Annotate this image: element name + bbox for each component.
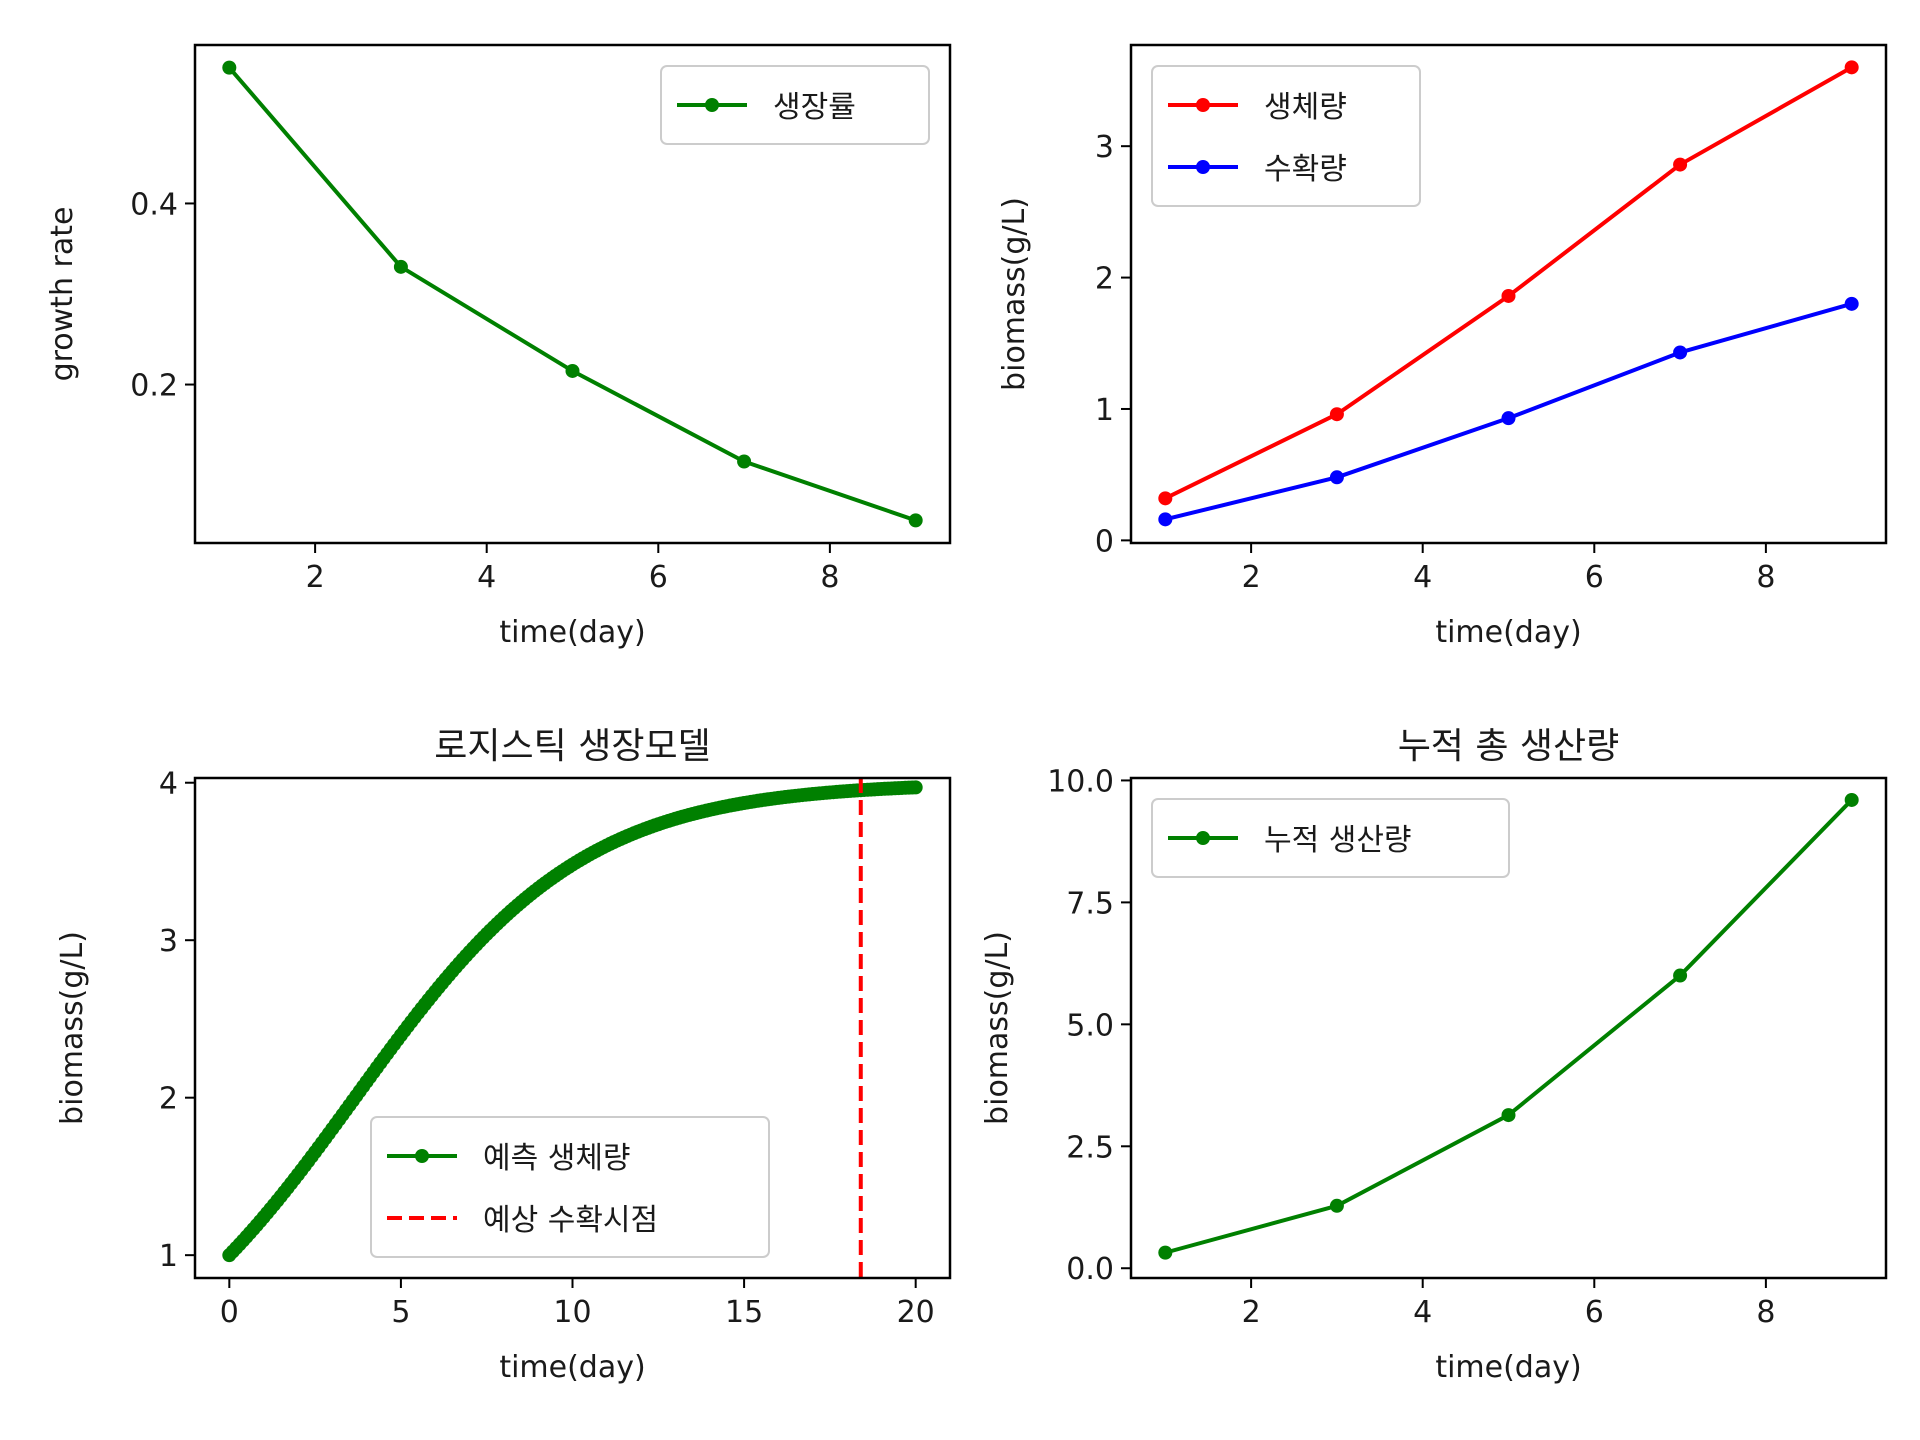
plot-area xyxy=(1158,60,1859,527)
data-point xyxy=(1329,407,1344,422)
data-point xyxy=(1501,288,1516,303)
x-tick-label: 15 xyxy=(725,1295,763,1330)
data-point xyxy=(222,60,237,75)
y-tick-label: 0.2 xyxy=(130,369,178,404)
x-tick-label: 2 xyxy=(1242,560,1261,595)
x-tick-label: 4 xyxy=(477,560,496,595)
y-tick-label: 0.0 xyxy=(1066,1252,1114,1287)
subplot-3: 로지스틱 생장모델 0 5 10 15 20 1 2 3 4 time(day) biomass(g/… xyxy=(55,726,952,1385)
chart-title: 누적 총 생산량 xyxy=(1398,726,1620,767)
data-point xyxy=(565,363,580,378)
x-axis-label: time(day) xyxy=(499,615,645,650)
x-tick-label: 8 xyxy=(1756,560,1775,595)
legend-label: 생장률 xyxy=(773,90,856,125)
data-point xyxy=(1329,1198,1344,1213)
x-tick-label: 6 xyxy=(649,560,668,595)
data-point xyxy=(1501,411,1516,426)
x-tick-label: 2 xyxy=(1242,1295,1261,1330)
y-tick-label: 2.5 xyxy=(1066,1130,1114,1165)
legend-box xyxy=(1151,798,1510,878)
y-tick-label: 0.4 xyxy=(130,187,178,222)
legend-marker xyxy=(1196,160,1210,174)
x-axis-label: time(day) xyxy=(1435,615,1581,650)
plot-area xyxy=(222,778,923,1278)
y-tick-label: 5.0 xyxy=(1066,1008,1114,1043)
plot-area xyxy=(222,60,923,528)
x-tick-label: 0 xyxy=(220,1295,239,1330)
y-tick-label: 2 xyxy=(159,1082,178,1117)
subplot-4: 누적 총 생산량 2 4 6 8 0.0 2.5 5.0 7.5 10.0 time(day) bio… xyxy=(980,726,1888,1385)
data-point xyxy=(1844,60,1859,75)
legend-label: 예측 생체량 xyxy=(483,1141,631,1176)
x-tick-label: 6 xyxy=(1585,1295,1604,1330)
axes-frame xyxy=(193,43,952,545)
x-tick-label: 5 xyxy=(391,1295,410,1330)
legend: 누적 생산량 xyxy=(1151,798,1510,878)
subplot-1: 2 4 6 8 0.2 0.4 time(day) growth rate 생장률 xyxy=(45,43,952,650)
axes-frame xyxy=(1129,43,1888,545)
x-tick-label: 20 xyxy=(897,1295,935,1330)
y-tick-label: 10.0 xyxy=(1047,764,1114,799)
y-tick-label: 2 xyxy=(1095,262,1114,297)
legend-marker xyxy=(1196,831,1210,845)
y-tick-label: 1 xyxy=(159,1239,178,1274)
data-point xyxy=(1158,512,1173,527)
data-point xyxy=(1158,491,1173,506)
legend-marker xyxy=(415,1149,429,1163)
y-tick-label: 1 xyxy=(1095,393,1114,428)
legend-box xyxy=(660,65,930,145)
legend-label: 생체량 xyxy=(1264,90,1347,125)
x-tick-label: 6 xyxy=(1585,560,1604,595)
y-axis-label: biomass(g/L) xyxy=(997,197,1032,391)
data-point xyxy=(1158,1245,1173,1260)
x-tick-label: 8 xyxy=(820,560,839,595)
legend-label: 누적 생산량 xyxy=(1264,823,1412,858)
y-axis-label: biomass(g/L) xyxy=(55,931,90,1125)
y-tick-label: 7.5 xyxy=(1066,886,1114,921)
data-point xyxy=(908,513,923,528)
y-tick-label: 3 xyxy=(159,924,178,959)
data-point xyxy=(1673,157,1688,172)
data-point xyxy=(908,780,923,795)
legend-label: 예상 수확시점 xyxy=(483,1203,658,1238)
axes-frame xyxy=(1129,776,1888,1280)
x-axis-label: time(day) xyxy=(1435,1350,1581,1385)
y-axis-label: growth rate xyxy=(45,207,80,382)
legend-marker xyxy=(1196,98,1210,112)
y-axis-label: biomass(g/L) xyxy=(980,931,1015,1125)
x-tick-label: 4 xyxy=(1413,1295,1432,1330)
y-tick-label: 4 xyxy=(159,767,178,802)
legend-label: 수확량 xyxy=(1264,152,1347,187)
data-point xyxy=(1501,1108,1516,1123)
x-tick-label: 4 xyxy=(1413,560,1432,595)
y-tick-label: 0 xyxy=(1095,524,1114,559)
data-point xyxy=(1329,470,1344,485)
plot-area xyxy=(1158,792,1859,1260)
legend-marker xyxy=(705,98,719,112)
x-tick-label: 10 xyxy=(553,1295,591,1330)
data-point xyxy=(1844,792,1859,807)
chart-title: 로지스틱 생장모델 xyxy=(434,726,710,767)
legend: 생장률 xyxy=(660,65,930,145)
x-axis-label: time(day) xyxy=(499,1350,645,1385)
x-tick-label: 2 xyxy=(306,560,325,595)
data-point xyxy=(1844,296,1859,311)
data-point xyxy=(1673,968,1688,983)
legend-box xyxy=(370,1116,770,1258)
legend-box xyxy=(1151,65,1421,207)
y-tick-label: 3 xyxy=(1095,130,1114,165)
x-tick-label: 8 xyxy=(1756,1295,1775,1330)
data-point xyxy=(393,259,408,274)
data-point xyxy=(1673,345,1688,360)
data-point xyxy=(737,454,752,469)
